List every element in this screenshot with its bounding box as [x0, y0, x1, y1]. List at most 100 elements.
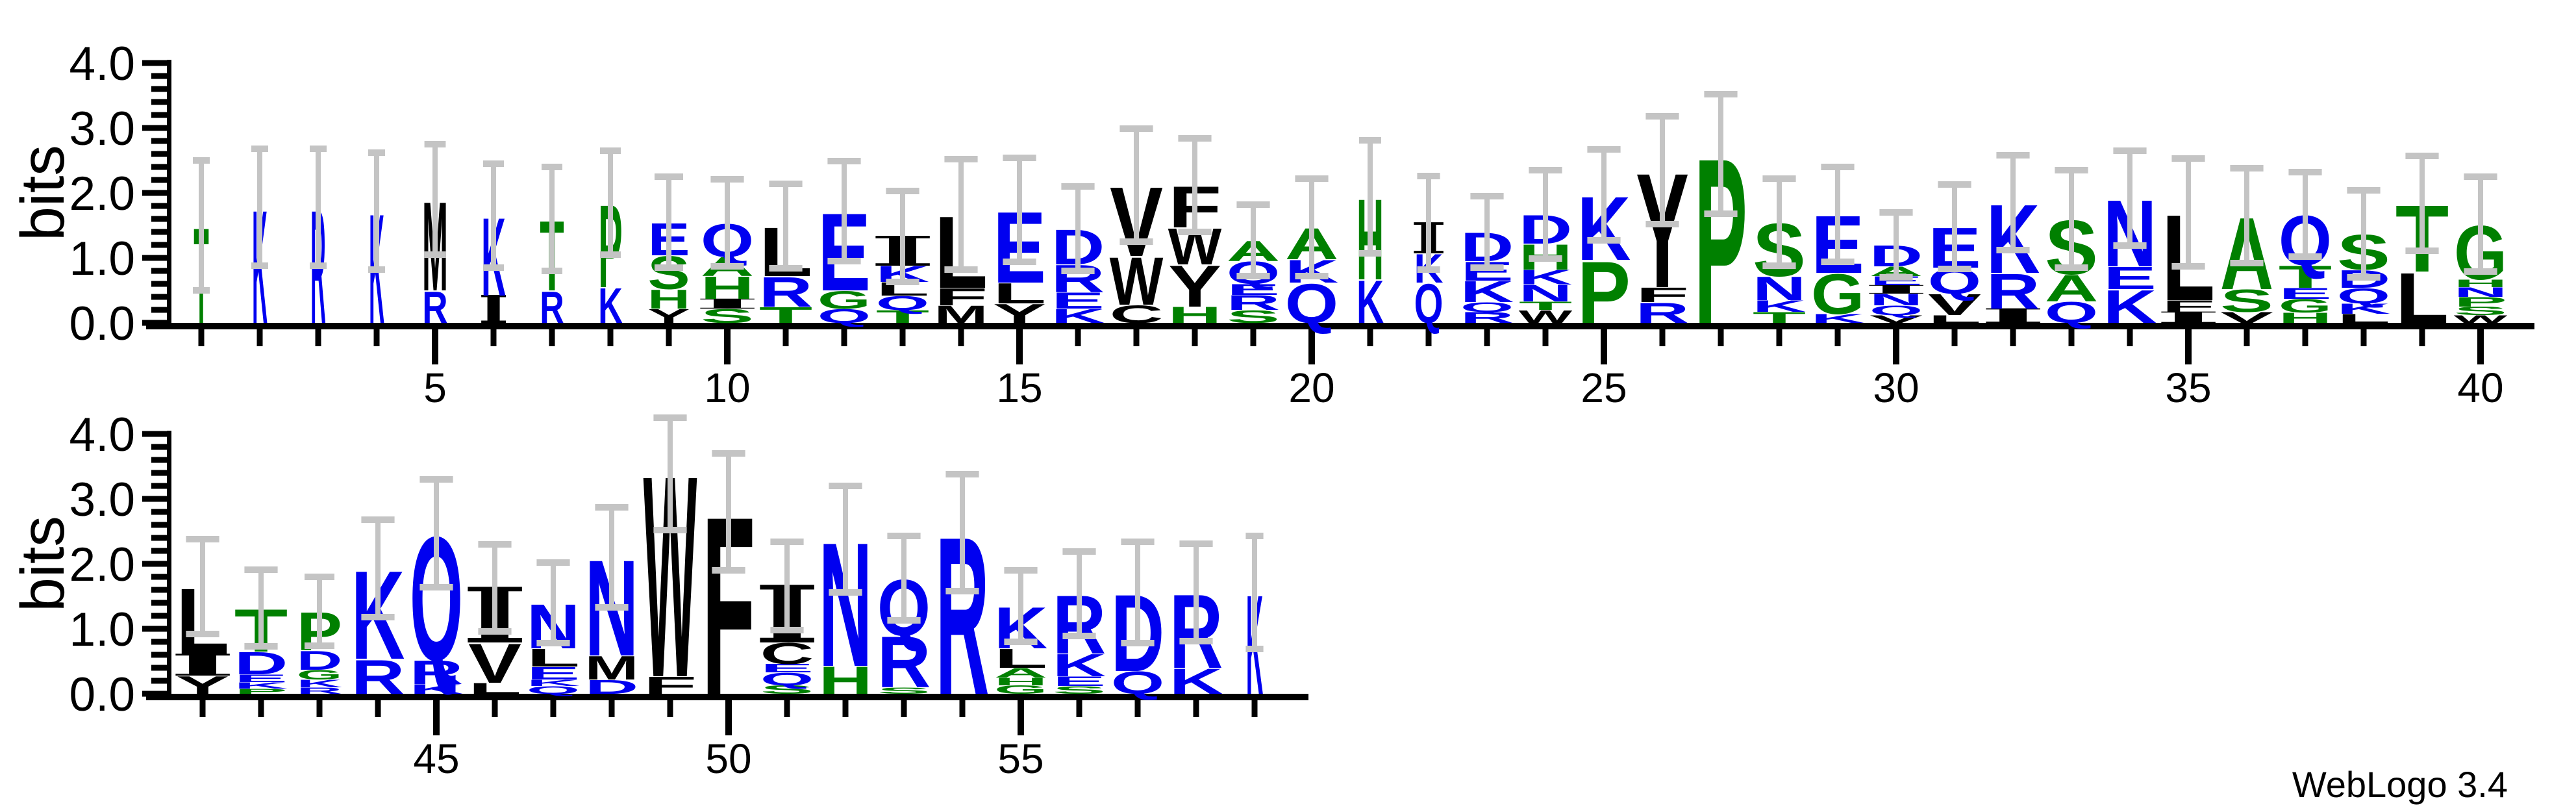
y-axis-major-tick — [142, 626, 167, 632]
x-axis-minor-tick — [1250, 329, 1257, 346]
error-bar-cap-bottom-pos-1 — [193, 287, 210, 294]
error-bar-cap-bottom-pos-43 — [305, 642, 334, 649]
x-axis-minor-tick — [375, 700, 381, 717]
error-bar-cap-bottom-pos-21 — [1359, 250, 1381, 257]
logo-letter-G-pos-37: G — [2279, 296, 2332, 317]
logo-letter-K-pos-58: K — [1169, 661, 1223, 702]
error-bar-cap-bottom-pos-20 — [1295, 273, 1329, 279]
error-bar-cap-top-pos-1 — [193, 157, 210, 164]
logo-letter-F-pos-35: F — [2162, 297, 2215, 315]
error-bar-cap-top-pos-18 — [1178, 135, 1212, 142]
error-bar-line-pos-41 — [200, 536, 205, 637]
logo-letter-H-pos-55: H — [994, 676, 1048, 688]
x-axis-minor-tick — [2244, 329, 2250, 346]
x-axis-minor-tick — [2127, 329, 2133, 346]
error-bar-line-pos-55 — [1018, 567, 1023, 645]
logo-letter-E-pos-51: E — [760, 661, 814, 674]
logo-letter-S-pos-56: S — [1053, 684, 1106, 696]
y-axis-minor-tick — [151, 86, 167, 92]
x-tick-label: 55 — [997, 735, 1044, 782]
x-axis-major-tick — [725, 700, 732, 735]
logo-letter-W-pos-17: W — [1110, 244, 1164, 320]
y-tick-label: 2.0 — [69, 539, 135, 591]
logo-letter-R-pos-43: R — [297, 685, 342, 696]
error-bar-line-pos-30 — [1894, 209, 1899, 281]
x-axis-minor-tick — [959, 700, 966, 717]
x-axis-major-tick — [1018, 700, 1024, 735]
y-tick-label: 2.0 — [69, 168, 135, 220]
logo-letter-R-pos-19: R — [1227, 291, 1281, 314]
error-bar-cap-bottom-pos-16 — [1061, 268, 1095, 274]
error-bar-cap-bottom-pos-4 — [368, 266, 385, 273]
logo-letter-R-pos-53: R — [877, 622, 931, 703]
logo-letter-K-pos-28: K — [1753, 297, 1807, 315]
error-bar-cap-bottom-pos-41 — [186, 631, 219, 637]
logo-letter-D-pos-42: D — [234, 645, 288, 681]
logo-letter-I-pos-32: I — [1979, 304, 2047, 327]
logo-letter-Q-pos-23: Q — [1460, 299, 1514, 314]
weblogo-credit: WebLogo 3.4 — [2292, 764, 2508, 805]
error-bar-cap-bottom-pos-2 — [251, 262, 268, 269]
logo-letter-K-pos-38: K — [2337, 301, 2391, 317]
y-axis-minor-tick — [151, 639, 167, 645]
logo-letter-V-pos-46: V — [468, 632, 521, 695]
logo-letter-R-pos-11: R — [759, 268, 813, 316]
logo-letter-Q-pos-20: Q — [1285, 273, 1338, 335]
x-axis-major-tick — [432, 329, 438, 364]
logo-letter-T-pos-13: T — [876, 307, 929, 327]
x-tick-label: 15 — [996, 364, 1042, 411]
x-axis-major-tick — [2185, 329, 2192, 364]
x-axis-minor-tick — [1951, 329, 1958, 346]
logo-letter-Q-pos-22: Q — [1414, 272, 1444, 335]
error-bar-cap-bottom-pos-47 — [536, 640, 570, 646]
logo-letter-N-pos-28: N — [1753, 270, 1807, 307]
error-bar-line-pos-18 — [1192, 135, 1197, 235]
x-axis-minor-tick — [958, 329, 964, 346]
logo-letter-R-pos-5: R — [422, 283, 447, 333]
logo-letter-P-pos-42: P — [234, 687, 288, 695]
y-axis-minor-tick — [151, 587, 167, 593]
logo-letter-I-pos-30: I — [1862, 283, 1930, 296]
error-bar-cap-top-pos-14 — [944, 156, 978, 162]
error-bar-line-pos-20 — [1309, 175, 1314, 279]
logo-letter-H-pos-52: H — [819, 659, 873, 702]
error-bar-line-pos-57 — [1135, 539, 1140, 646]
logo-letter-L-pos-47: L — [527, 644, 580, 672]
error-bar-cap-bottom-pos-30 — [1879, 274, 1913, 281]
x-axis-minor-tick — [607, 329, 614, 346]
logo-letter-T-pos-11: T — [759, 302, 812, 327]
error-bar-line-pos-35 — [2186, 155, 2191, 270]
error-bar-line-pos-6 — [491, 160, 496, 271]
error-bar-cap-bottom-pos-59 — [1245, 646, 1264, 652]
logo-letter-L-pos-15: L — [993, 277, 1046, 310]
error-bar-cap-bottom-pos-52 — [829, 589, 862, 596]
y-axis-minor-tick — [151, 281, 167, 287]
error-bar-line-pos-25 — [1601, 146, 1607, 244]
logo-letter-R-pos-23: R — [1460, 309, 1514, 326]
y-axis-minor-tick — [151, 268, 167, 274]
x-tick-label: 30 — [1873, 364, 1919, 411]
x-axis-minor-tick — [2068, 329, 2075, 346]
x-axis-minor-tick — [549, 329, 555, 346]
error-bar-line-pos-28 — [1777, 175, 1782, 269]
x-axis-minor-tick — [1133, 329, 1140, 346]
logo-letter-K-pos-47: K — [527, 678, 581, 688]
error-bar-cap-top-pos-40 — [2464, 173, 2497, 180]
y-axis-minor-tick — [151, 535, 167, 541]
logo-letter-G-pos-43: G — [297, 667, 342, 682]
logo-letter-K-pos-43: K — [297, 678, 342, 690]
error-bar-cap-top-pos-30 — [1879, 209, 1913, 216]
error-bar-cap-bottom-pos-44 — [361, 614, 395, 620]
error-bar-line-pos-13 — [900, 188, 905, 285]
x-axis-minor-tick — [1134, 700, 1141, 717]
logo-letter-K-pos-21: K — [1357, 268, 1384, 336]
error-bar-cap-top-pos-20 — [1295, 175, 1329, 182]
error-bar-line-pos-17 — [1134, 125, 1139, 245]
x-axis-minor-tick — [667, 700, 673, 717]
y-tick-label: 3.0 — [69, 474, 135, 526]
error-bar-cap-bottom-pos-9 — [655, 264, 683, 271]
x-axis-minor-tick — [2302, 329, 2308, 346]
y-axis-minor-tick — [151, 444, 167, 450]
logo-letter-F-pos-14: F — [934, 283, 988, 311]
y-tick-label: 0.0 — [69, 668, 135, 721]
